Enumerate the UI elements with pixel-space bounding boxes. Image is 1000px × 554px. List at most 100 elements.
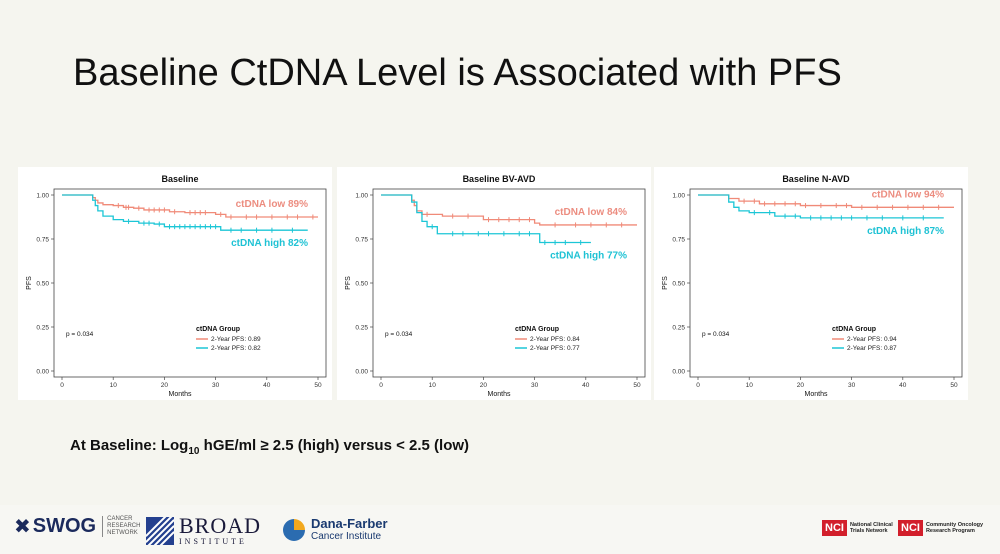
x-tick-label: 10 [746, 382, 754, 389]
swog-subtitle: CANCER RESEARCH NETWORK [102, 516, 140, 537]
y-tick-label: 0.50 [672, 281, 685, 288]
y-tick-label: 0.25 [672, 325, 685, 332]
x-tick-label: 0 [60, 382, 64, 389]
x-tick-label: 50 [314, 382, 322, 389]
y-axis-label: PFS [26, 276, 33, 290]
nci-nctn-line-2: Trials Network [849, 528, 888, 534]
km-chart-n-avd: Baseline N-AVD 0.00 0.25 0.50 0.75 1.00 0 10 20 3… [662, 174, 963, 398]
y-tick-label: 1.00 [672, 193, 685, 200]
x-tick-label: 40 [263, 382, 271, 389]
legend-label-low: 2-Year PFS: 0.94 [847, 336, 897, 343]
km-chart-baseline: Baseline 0.00 0.25 0.50 0.75 1.00 0 10 20 30 40 50 M… [26, 174, 327, 398]
swog-sub-2: RESEARCH [107, 523, 141, 529]
y-tick-label: 0.75 [672, 237, 685, 244]
y-tick-label: 0.00 [672, 369, 685, 376]
x-tick-label: 50 [950, 382, 958, 389]
y-tick-label: 0.00 [36, 369, 49, 376]
slide-title: Baseline CtDNA Level is Associated with … [73, 52, 842, 94]
x-tick-label: 20 [480, 382, 488, 389]
km-panel-n-avd: Baseline N-AVD 0.00 0.25 0.50 0.75 1.00 0 10 20 3… [654, 167, 968, 400]
broad-logo: BROAD INSTITUTE [146, 515, 261, 546]
y-tick-label: 1.00 [355, 193, 368, 200]
plot-frame [689, 188, 963, 378]
x-tick-label: 20 [161, 382, 169, 389]
p-value: p = 0.034 [385, 331, 413, 338]
nci-ncorp-line-2: Research Program [925, 528, 975, 534]
x-tick-label: 30 [212, 382, 220, 389]
annotation-high: ctDNA high 82% [231, 238, 308, 249]
legend-label-low: 2-Year PFS: 0.84 [530, 336, 580, 343]
x-tick-label: 40 [582, 382, 590, 389]
km-curve-high [62, 194, 308, 231]
annotation-low: ctDNA low 94% [872, 189, 945, 200]
nci-nctn-logo: NCI National Clinical Trials Network [822, 519, 902, 537]
legend-title: ctDNA Group [832, 326, 876, 333]
legend-label-high: 2-Year PFS: 0.77 [530, 345, 580, 352]
footnote-prefix: At Baseline: Log [70, 437, 189, 454]
y-tick-label: 0.75 [355, 237, 368, 244]
p-value: p = 0.034 [66, 331, 94, 338]
footnote: At Baseline: Log10 hGE/ml ≥ 2.5 (high) v… [70, 437, 469, 457]
p-value: p = 0.034 [702, 331, 730, 338]
dana-farber-line-2: Cancer Institute [311, 531, 382, 542]
y-tick-label: 0.50 [36, 281, 49, 288]
swog-x-icon: ✖ [14, 516, 31, 538]
y-tick-label: 0.25 [355, 325, 368, 332]
x-tick-label: 30 [848, 382, 856, 389]
legend-title: ctDNA Group [515, 326, 559, 333]
legend-label-low: 2-Year PFS: 0.89 [211, 336, 261, 343]
broad-line-2: INSTITUTE [179, 537, 247, 546]
legend-label-high: 2-Year PFS: 0.82 [211, 345, 261, 352]
y-axis-label: PFS [345, 276, 352, 290]
x-axis-label: Months [488, 391, 511, 398]
annotation-high: ctDNA high 77% [550, 251, 627, 262]
nci-ncorp-logo: NCI Community Oncology Research Program [898, 519, 986, 537]
dana-farber-line-1: Dana-Farber [311, 516, 388, 531]
broad-wordmark: BROAD INSTITUTE [179, 513, 262, 547]
swog-sub-3: NETWORK [107, 530, 138, 536]
x-tick-label: 50 [633, 382, 641, 389]
y-tick-label: 0.25 [36, 325, 49, 332]
broad-mark-icon [146, 516, 174, 545]
broad-line-1: BROAD [179, 513, 262, 538]
y-tick-label: 1.00 [36, 193, 49, 200]
y-axis-label: PFS [662, 276, 669, 290]
x-tick-label: 30 [531, 382, 539, 389]
x-tick-label: 10 [429, 382, 437, 389]
nci-ncorp-line-1: Community Oncology [925, 522, 984, 528]
x-tick-label: 10 [110, 382, 118, 389]
footnote-subscript: 10 [188, 446, 200, 457]
km-panel-bv-avd: Baseline BV-AVD 0.00 0.25 0.50 0.75 1.00 0 10 20… [337, 167, 651, 400]
y-tick-label: 0.00 [355, 369, 368, 376]
chart-title: Baseline [161, 174, 198, 184]
nci-ncorp-text: Community Oncology Research Program [923, 522, 986, 534]
annotation-low: ctDNA low 89% [236, 199, 309, 210]
y-tick-label: 0.50 [355, 281, 368, 288]
nci-nctn-line-1: National Clinical [849, 522, 893, 528]
x-axis-label: Months [805, 391, 828, 398]
nci-badge-2: NCI [898, 520, 923, 536]
legend-label-high: 2-Year PFS: 0.87 [847, 345, 897, 352]
footnote-suffix: hGE/ml ≥ 2.5 (high) versus < 2.5 (low) [199, 437, 470, 454]
swog-sub-1: CANCER [107, 516, 133, 522]
dana-farber-mark-icon [283, 518, 305, 541]
nci-nctn-text: National Clinical Trials Network [847, 522, 902, 534]
annotation-low: ctDNA low 84% [555, 207, 628, 218]
chart-title: Baseline BV-AVD [463, 174, 536, 184]
dana-farber-logo: Dana-Farber Cancer Institute [283, 517, 388, 542]
x-tick-label: 20 [797, 382, 805, 389]
km-chart-bv-avd: Baseline BV-AVD 0.00 0.25 0.50 0.75 1.00 0 10 20… [345, 174, 646, 398]
km-curve-high [698, 194, 944, 219]
swog-logo: ✖ SWOG CANCER RESEARCH NETWORK [14, 514, 140, 539]
y-tick-label: 0.75 [36, 237, 49, 244]
swog-name: SWOG [32, 515, 97, 537]
legend-title: ctDNA Group [196, 326, 240, 333]
dana-farber-wordmark: Dana-Farber Cancer Institute [311, 516, 388, 543]
km-panel-baseline: Baseline 0.00 0.25 0.50 0.75 1.00 0 10 20 30 40 50 M… [18, 167, 332, 400]
nci-badge-1: NCI [822, 520, 847, 536]
annotation-high: ctDNA high 87% [867, 226, 944, 237]
km-curve-high [381, 194, 591, 244]
chart-title: Baseline N-AVD [782, 174, 850, 184]
x-tick-label: 40 [899, 382, 907, 389]
x-axis-label: Months [169, 391, 192, 398]
